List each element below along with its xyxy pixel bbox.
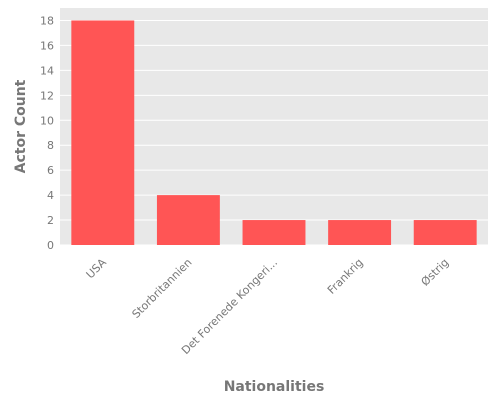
y-tick-label: 10 [40, 114, 54, 127]
x-tick-label: Storbritannien [130, 256, 195, 321]
x-tick-label: USA [84, 256, 110, 282]
y-axis-title: Actor Count [13, 79, 29, 173]
y-tick-label: 18 [40, 14, 54, 27]
y-tick-label: 6 [47, 164, 54, 177]
y-tick-label: 2 [47, 214, 54, 227]
x-tick-label: Frankrig [325, 256, 366, 297]
bar [413, 220, 477, 245]
x-tick-label: Det Forenede Kongeri... [179, 256, 280, 357]
y-tick-label: 16 [40, 39, 54, 52]
y-tick-label: 12 [40, 89, 54, 102]
bar [242, 220, 306, 245]
bars [71, 20, 477, 246]
x-axis-title: Nationalities [224, 379, 325, 395]
bar [156, 195, 220, 245]
x-tick-label: Østrig [419, 256, 452, 289]
y-axis-ticks: 0 2 4 6 8 10 12 14 16 18 [40, 14, 54, 252]
y-tick-label: 4 [47, 189, 54, 202]
bar [328, 220, 392, 245]
y-tick-label: 14 [40, 64, 54, 77]
bar [71, 20, 135, 246]
y-tick-label: 0 [47, 239, 54, 252]
y-tick-label: 8 [47, 139, 54, 152]
